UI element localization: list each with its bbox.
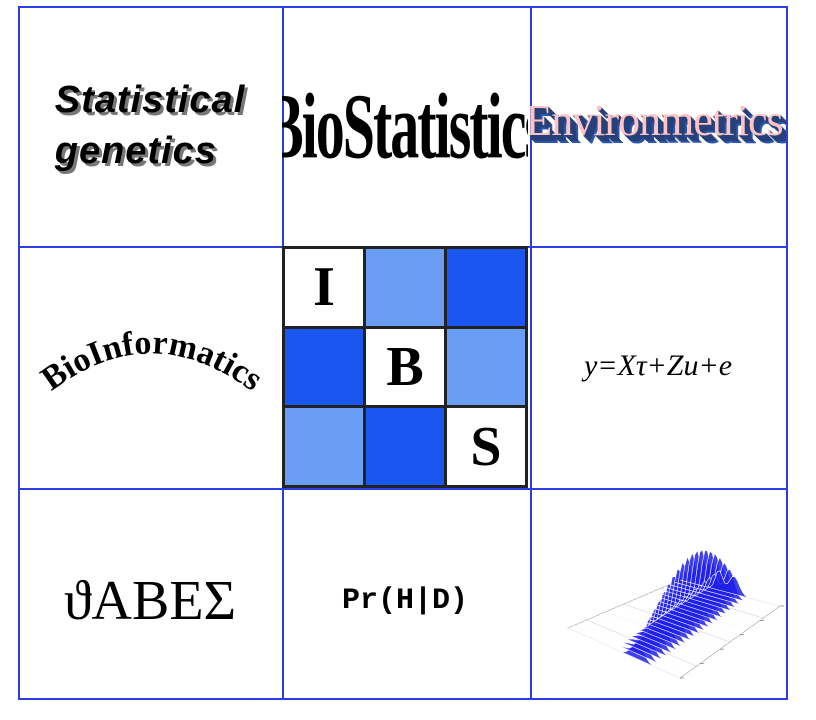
svg-text:BioInformatics: BioInformatics — [35, 324, 270, 398]
ibs-square-8 — [366, 408, 444, 485]
cell-environmetrics: Environmetrics — [530, 8, 786, 244]
bioinformatics-text: BioInformatics — [35, 324, 270, 398]
cell-biostatistics: BioStatistics — [282, 8, 528, 244]
cell-probability: Pr(H|D) — [282, 488, 528, 698]
cell-bioinformatics: BioInformatics — [20, 246, 280, 486]
ibs-square-6 — [447, 328, 525, 406]
cell-greek-letters: ϑΑΒΕΣ — [20, 488, 280, 698]
cell-surface-plot — [530, 488, 786, 698]
environmetrics-text: Environmetrics — [530, 95, 784, 145]
bioinformatics-arc: BioInformatics — [35, 324, 270, 398]
probability-text: Pr(H|D) — [341, 584, 469, 618]
greek-letters-text: ϑΑΒΕΣ — [63, 570, 237, 632]
ibs-square-9: S — [447, 408, 525, 485]
biostatistics-text: BioStatistics — [282, 73, 528, 178]
grid-divider-h2 — [20, 488, 786, 490]
genetics-line: genetics — [54, 130, 217, 172]
grid-divider-v2 — [530, 8, 532, 698]
mixed-model-formula: y=Xτ+Zu+e — [583, 349, 733, 382]
ibs-square-4 — [285, 328, 363, 406]
statistical-genetics-text: Statistical genetics — [55, 75, 246, 178]
statistical-line: Statistical — [54, 78, 246, 121]
ibs-square-2 — [366, 249, 444, 326]
ibs-square-7 — [285, 408, 363, 485]
3d-density-surface-icon — [567, 549, 784, 679]
ibs-square-5: B — [366, 328, 444, 406]
ibs-logo: I B S — [282, 246, 528, 488]
cell-statistical-genetics: Statistical genetics — [20, 8, 280, 244]
ibs-square-1: I — [285, 249, 363, 326]
ibs-square-3 — [447, 249, 525, 326]
cell-mixed-model-formula: y=Xτ+Zu+e — [530, 246, 786, 486]
